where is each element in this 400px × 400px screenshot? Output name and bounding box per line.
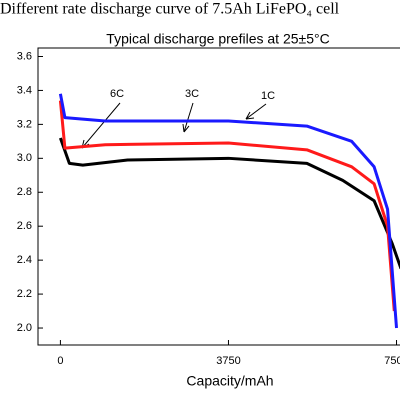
series-line xyxy=(58,137,400,270)
y-tick-label: 2.2 xyxy=(17,288,32,300)
arrow xyxy=(183,102,194,133)
y-tick-label: 2.0 xyxy=(17,322,32,334)
annotation: 6C xyxy=(110,88,124,100)
y-tick-label: 2.4 xyxy=(17,254,32,266)
arrow-head xyxy=(182,123,190,133)
series-line xyxy=(58,93,399,329)
chart-subtitle: Typical discharge prefiles at 25±5°C xyxy=(106,31,329,47)
y-tick-label: 2.8 xyxy=(17,186,32,198)
y-tick-label: 3.4 xyxy=(17,84,32,96)
x-tick-label: 7500 xyxy=(384,355,400,367)
x-axis-label: Capacity/mAh xyxy=(186,373,273,389)
series-line xyxy=(58,100,396,312)
y-tick-label: 3.6 xyxy=(17,50,32,62)
y-tick-label: 3.2 xyxy=(17,118,32,130)
arrow xyxy=(81,102,121,149)
plot-frame xyxy=(37,47,400,346)
annotations xyxy=(81,102,267,149)
y-tick-label: 3.0 xyxy=(17,152,32,164)
y-tick-label: 2.6 xyxy=(17,220,32,232)
arrow xyxy=(245,103,267,120)
chart-title: Different rate discharge curve of 7.5Ah … xyxy=(0,1,340,18)
x-tick-label: 0 xyxy=(57,355,63,367)
annotation: 1C xyxy=(261,90,275,102)
x-tick-label: 3750 xyxy=(216,355,240,367)
annotation: 3C xyxy=(185,88,199,100)
arrow-head xyxy=(245,111,255,120)
